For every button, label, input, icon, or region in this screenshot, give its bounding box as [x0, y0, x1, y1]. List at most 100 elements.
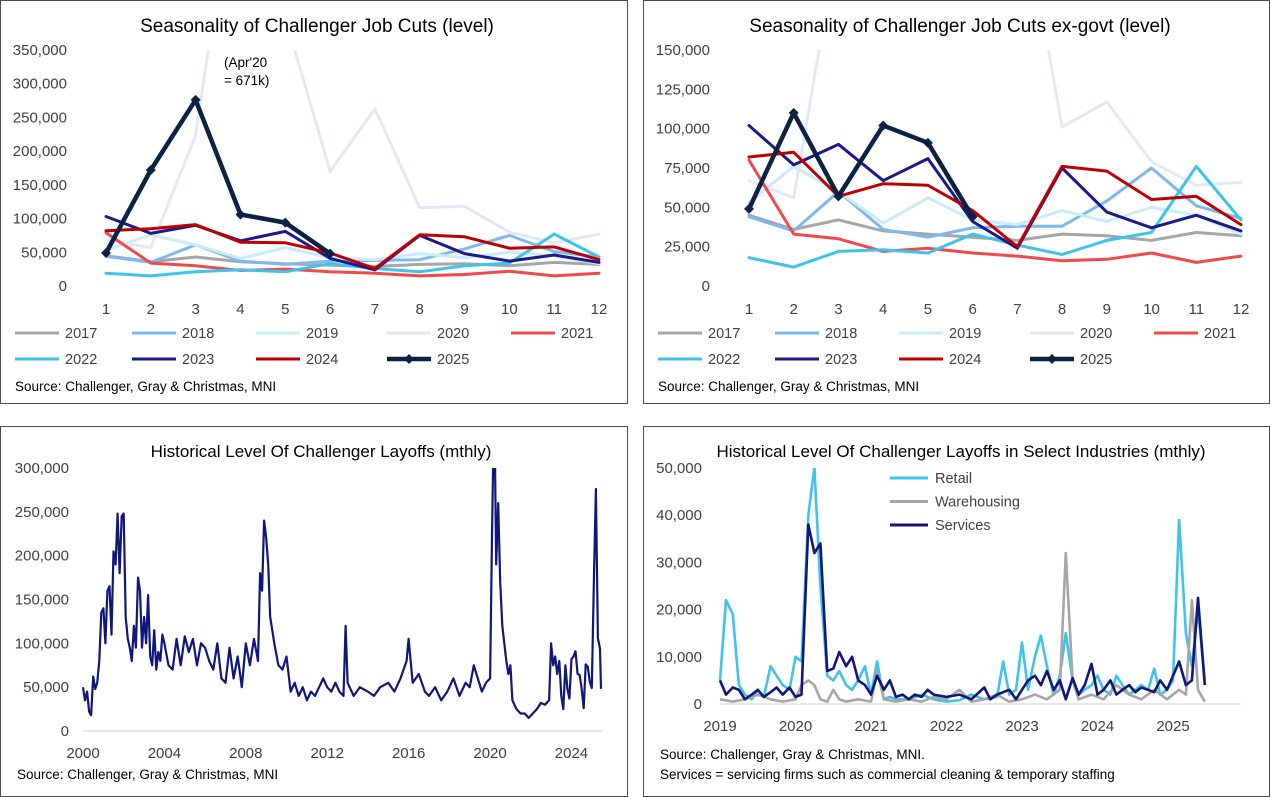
x-tick-label: 4 [236, 301, 244, 318]
data-point-2025 [922, 137, 933, 148]
x-tick-label: 2025 [1156, 718, 1189, 735]
series-line-2023 [747, 124, 1243, 250]
chart-title: Seasonality of Challenger Job Cuts ex-go… [749, 16, 1170, 37]
x-tick-label: 1 [745, 301, 753, 318]
data-point-2025 [280, 217, 291, 228]
x-tick-label: 2020 [473, 745, 506, 762]
x-tick-label: 5 [281, 301, 289, 318]
panel-historical-layoffs: Historical Level Of Challenger Layoffs (… [0, 426, 628, 797]
legend-label-2018: 2018 [182, 326, 214, 342]
series-line-retail [718, 468, 1207, 703]
legend-label-2021: 2021 [1204, 326, 1236, 342]
panel-seasonality-ex-govt: Seasonality of Challenger Job Cuts ex-go… [643, 0, 1270, 404]
y-tick-label: 200,000 [13, 143, 67, 160]
legend-label-2019: 2019 [949, 326, 981, 342]
y-tick-label: 300,000 [15, 460, 69, 477]
legend-label-2023: 2023 [182, 352, 214, 368]
legend-label-services: Services [935, 518, 991, 534]
chart-title: Seasonality of Challenger Job Cuts (leve… [140, 16, 494, 37]
x-tick-label: 2024 [555, 745, 588, 762]
y-tick-label: 100,000 [15, 635, 69, 652]
source-note: Source: Challenger, Gray & Christmas, MN… [660, 747, 925, 762]
series-line-2020 [747, 50, 1243, 200]
x-tick-label: 7 [1013, 301, 1021, 318]
chart-title: Historical Level Of Challenger Layoffs i… [716, 442, 1205, 461]
y-tick-label: 100,000 [656, 121, 710, 138]
source-note: Source: Challenger, Gray & Christmas, MN… [17, 767, 278, 782]
data-point-2025 [235, 209, 246, 220]
series-line-2025 [103, 97, 333, 256]
x-tick-label: 5 [924, 301, 932, 318]
x-tick-label: 3 [191, 301, 199, 318]
y-tick-label: 0 [61, 723, 69, 740]
y-tick-label: 20,000 [656, 602, 702, 619]
x-tick-label: 11 [546, 301, 562, 318]
y-tick-label: 10,000 [656, 649, 702, 666]
chart-seasonality-ex-govt: Seasonality of Challenger Job Cuts ex-go… [656, 16, 1250, 394]
x-tick-label: 2 [147, 301, 155, 318]
x-tick-label: 2024 [1081, 718, 1114, 735]
series-line-2024 [104, 223, 601, 270]
y-tick-label: 0 [694, 696, 702, 713]
y-tick-label: 0 [59, 278, 67, 295]
x-tick-label: 3 [834, 301, 842, 318]
data-point-2025 [788, 107, 799, 118]
series-line-layoffs [81, 468, 603, 719]
y-tick-label: 0 [702, 278, 710, 295]
legend-label-2025: 2025 [437, 352, 469, 368]
x-tick-label: 2023 [1005, 718, 1038, 735]
annotation-line-1: (Apr'20 [224, 55, 267, 70]
legend-label-2022: 2022 [708, 352, 740, 368]
data-point-2025 [967, 211, 978, 222]
y-tick-label: 150,000 [656, 42, 710, 59]
y-tick-label: 30,000 [656, 554, 702, 571]
legend-label-retail: Retail [935, 471, 972, 487]
x-tick-label: 2022 [930, 718, 963, 735]
x-tick-label: 2000 [66, 745, 99, 762]
y-tick-label: 150,000 [13, 177, 67, 194]
x-tick-label: 12 [1233, 301, 1250, 318]
x-tick-label: 2004 [148, 745, 181, 762]
y-tick-label: 100,000 [13, 211, 67, 228]
y-tick-label: 40,000 [656, 507, 702, 524]
x-tick-label: 4 [879, 301, 887, 318]
panel-select-industries: Historical Level Of Challenger Layoffs i… [643, 426, 1270, 797]
x-tick-label: 8 [1058, 301, 1066, 318]
y-tick-label: 125,000 [656, 81, 710, 98]
legend-label-2024: 2024 [306, 352, 338, 368]
x-tick-label: 8 [416, 301, 424, 318]
x-tick-label: 2 [790, 301, 798, 318]
x-tick-label: 10 [1143, 301, 1160, 318]
y-tick-label: 75,000 [664, 160, 710, 177]
series-line-2019 [104, 233, 601, 266]
series-line-2020 [104, 50, 601, 250]
legend-label-2017: 2017 [65, 326, 97, 342]
data-point-2025 [878, 120, 889, 131]
series-line-2022 [104, 232, 601, 278]
x-tick-label: 11 [1188, 301, 1204, 318]
y-tick-label: 25,000 [664, 239, 710, 256]
x-tick-label: 6 [326, 301, 334, 318]
chart-title: Historical Level Of Challenger Layoffs (… [151, 442, 492, 461]
x-tick-label: 2012 [311, 745, 344, 762]
panel-seasonality-total: Seasonality of Challenger Job Cuts (leve… [0, 0, 628, 404]
legend-label-2017: 2017 [708, 326, 740, 342]
x-tick-label: 2008 [229, 745, 262, 762]
legend-label-2020: 2020 [1080, 326, 1112, 342]
legend-label-2018: 2018 [825, 326, 857, 342]
legend-label-2020: 2020 [437, 326, 469, 342]
x-tick-label: 1 [102, 301, 110, 318]
x-tick-label: 2019 [703, 718, 736, 735]
series-line-2024 [747, 150, 1243, 249]
x-tick-label: 12 [591, 301, 608, 318]
data-point-2025 [101, 247, 111, 258]
y-tick-label: 50,000 [664, 199, 710, 216]
series-line-2025 [746, 110, 975, 220]
y-tick-label: 150,000 [15, 592, 69, 609]
chart-historical-layoffs: Historical Level Of Challenger Layoffs (… [15, 442, 603, 782]
x-tick-label: 2021 [854, 718, 887, 735]
y-tick-label: 50,000 [656, 460, 702, 477]
legend-label-warehousing: Warehousing [935, 495, 1020, 511]
chart-select-industries: Historical Level Of Challenger Layoffs i… [656, 442, 1241, 782]
legend-marker-2025 [1047, 354, 1057, 364]
